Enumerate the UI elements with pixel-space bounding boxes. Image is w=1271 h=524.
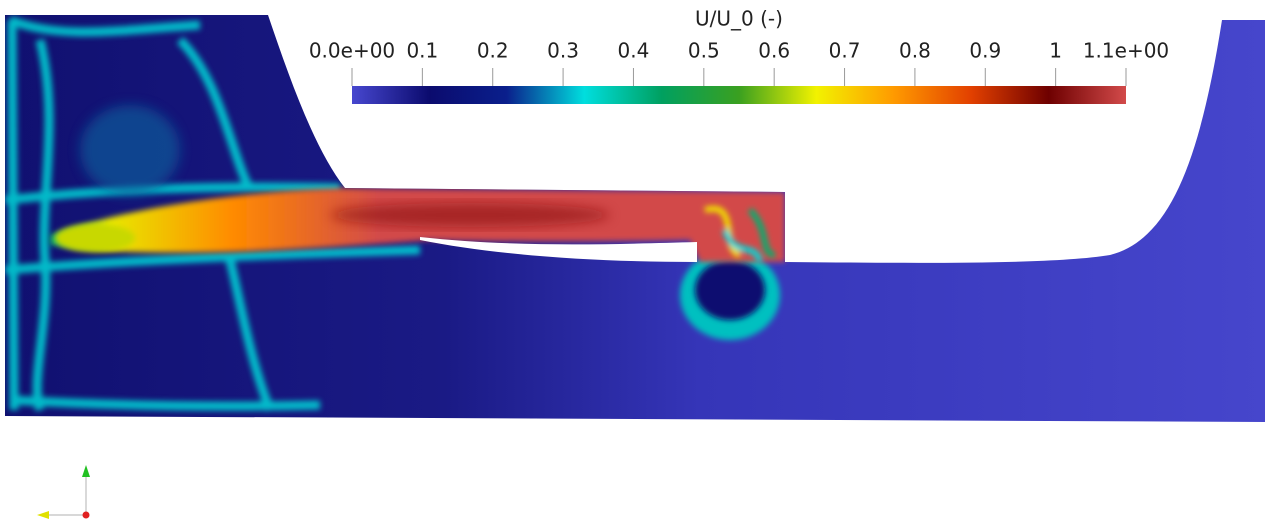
axis-z [83, 512, 90, 519]
colorbar-tick-label: 1 [1049, 39, 1062, 63]
colorbar-tick-label: 0.0e+00 [309, 39, 395, 63]
flow-field [0, 0, 1271, 430]
colorbar-title: U/U_0 (-) [695, 7, 783, 31]
colorbar-tick-label: 0.7 [829, 39, 861, 63]
visualization: U/U_0 (-) 0.0e+000.10.20.30.40.50.60.70.… [0, 0, 1271, 524]
colorbar-tick-label: 0.3 [547, 39, 579, 63]
axis-y-arrow [82, 465, 90, 477]
colorbar-tick-label: 0.2 [477, 39, 509, 63]
colorbar-tick-label: 0.4 [618, 39, 650, 63]
colorbar-tick-label: 0.6 [758, 39, 790, 63]
colorbar-bar [352, 86, 1126, 104]
axis-x-arrow [37, 511, 49, 519]
colorbar-tick-label: 0.9 [969, 39, 1001, 63]
orientation-axes [37, 465, 90, 519]
colorbar-tick-label: 0.5 [688, 39, 720, 63]
colorbar-tick-label: 1.1e+00 [1083, 39, 1169, 63]
colorbar: 0.0e+00 0.1 0.2 0.3 0.4 0.5 0.6 0.7 0.8 0.9 1 1.1e+… [309, 39, 1169, 105]
colorbar-tick-label: 0.8 [899, 39, 931, 63]
colorbar-tick-label: 0.1 [406, 39, 438, 63]
